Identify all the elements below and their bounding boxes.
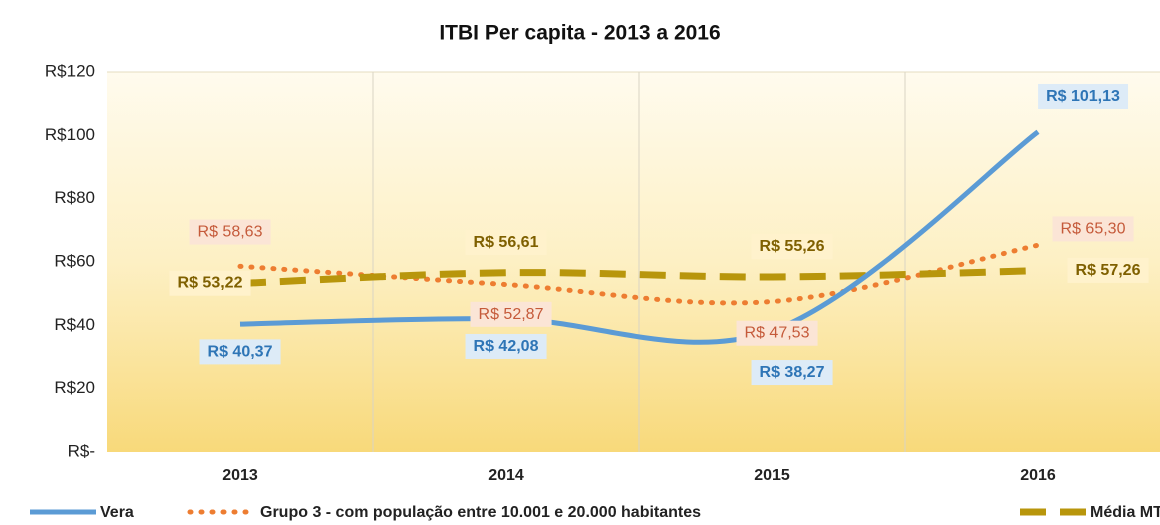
data-label-text: R$ 40,37 (208, 343, 273, 360)
data-label-text: R$ 65,30 (1061, 220, 1126, 237)
x-tick-label: 2014 (488, 467, 524, 484)
data-label-text: R$ 101,13 (1046, 88, 1120, 105)
series-line (239, 267, 1039, 287)
data-label-bg (751, 234, 833, 260)
y-tick-label: R$120 (45, 61, 95, 80)
y-tick-label: R$80 (54, 188, 95, 207)
data-label-bg (169, 270, 251, 296)
data-label-bg (470, 301, 552, 327)
data-label-text: R$ 42,08 (474, 338, 539, 355)
data-label: R$ 56,61 (465, 229, 547, 255)
data-label-bg (465, 333, 547, 359)
chart-title: ITBI Per capita - 2013 a 2016 (439, 22, 720, 45)
data-label: R$ 65,30 (1052, 216, 1134, 242)
data-label-text: R$ 47,53 (745, 325, 810, 342)
y-tick-label: R$- (68, 441, 95, 460)
x-tick-label: 2015 (754, 467, 790, 484)
data-label: R$ 58,63 (189, 219, 271, 245)
y-tick-label: R$100 (45, 125, 95, 144)
data-label: R$ 42,08 (465, 333, 547, 359)
data-label-bg (189, 219, 271, 245)
plot-area (107, 72, 1160, 452)
data-label-bg (1067, 257, 1149, 283)
x-tick-label: 2016 (1020, 467, 1056, 484)
legend-label: Vera (100, 504, 134, 521)
data-label-text: R$ 57,26 (1076, 262, 1141, 279)
data-label-text: R$ 58,63 (198, 224, 263, 241)
data-label-bg (1052, 216, 1134, 242)
data-label-bg (465, 229, 547, 255)
data-label: R$ 55,26 (751, 234, 833, 260)
data-label-bg (751, 360, 833, 386)
data-label-bg (736, 320, 818, 346)
data-label-text: R$ 52,87 (479, 306, 544, 323)
series-line (239, 129, 1040, 345)
y-tick-label: R$40 (54, 315, 95, 334)
y-tick-label: R$60 (54, 251, 95, 270)
data-label: R$ 40,37 (199, 339, 281, 365)
y-tick-label: R$20 (54, 378, 95, 397)
legend-label: Grupo 3 - com população entre 10.001 e 2… (260, 504, 701, 521)
data-label-text: R$ 53,22 (178, 275, 243, 292)
data-label: R$ 101,13 (1038, 83, 1129, 109)
data-label: R$ 47,53 (736, 320, 818, 346)
data-label: R$ 57,26 (1067, 257, 1149, 283)
data-label: R$ 52,87 (470, 301, 552, 327)
legend-label: Média MT (1090, 504, 1160, 521)
data-label: R$ 53,22 (169, 270, 251, 296)
data-label-text: R$ 38,27 (760, 364, 825, 381)
data-label-text: R$ 55,26 (760, 238, 825, 255)
data-label: R$ 38,27 (751, 360, 833, 386)
x-tick-label: 2013 (222, 467, 258, 484)
data-label-text: R$ 56,61 (474, 234, 539, 251)
data-label-bg (199, 339, 281, 365)
data-label-bg (1038, 83, 1129, 109)
